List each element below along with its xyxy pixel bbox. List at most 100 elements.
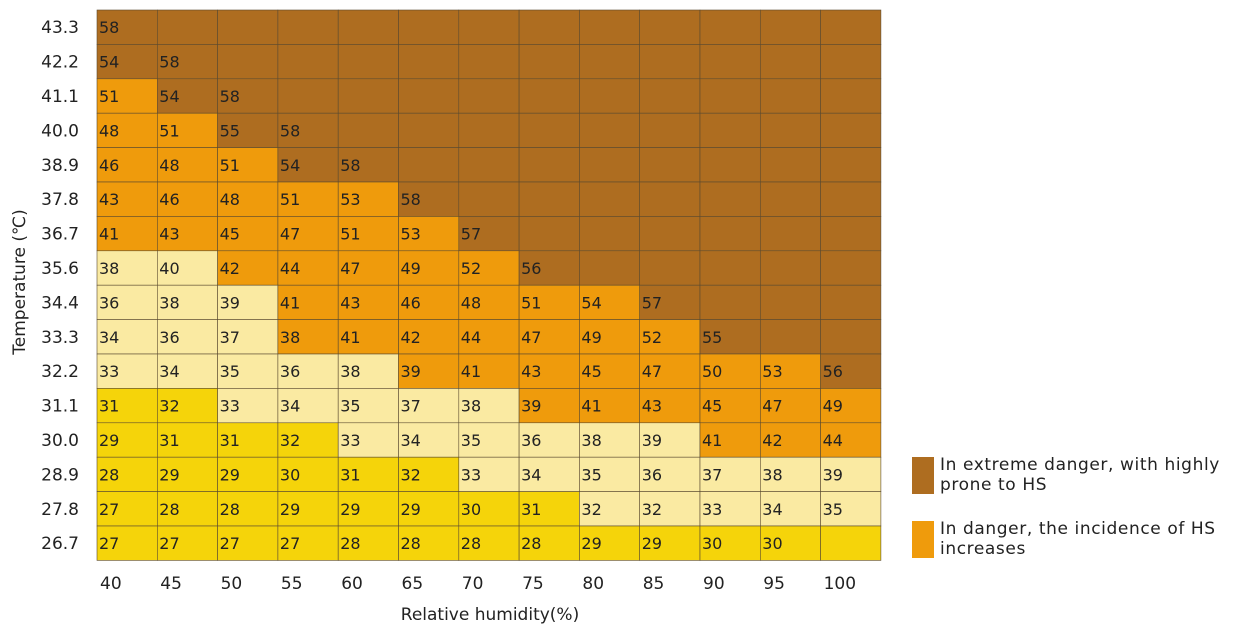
heatmap-cell [759,284,821,320]
x-tick-label: 55 [281,574,303,594]
cell-value-label: 58 [340,156,360,175]
cell-value-label: 41 [702,431,722,450]
heatmap-cell [579,181,641,217]
heatmap-cell [639,525,701,561]
heatmap-cell [157,353,218,389]
heatmap-cell [217,284,279,320]
heatmap-cell [820,525,882,561]
heatmap-cell [518,147,580,183]
x-tick-label: 65 [402,574,424,594]
cell-value-label: 54 [99,53,119,72]
cell-value-label: 28 [159,500,179,519]
heatmap-cell [699,44,761,80]
cell-value-label: 48 [99,121,119,140]
cell-value-label: 32 [280,431,300,450]
heatmap-cell [157,250,218,286]
heatmap-cell [639,491,701,527]
heatmap-cell [820,78,882,114]
cell-value-label: 53 [762,362,782,381]
heatmap-cell [820,9,882,45]
cell-value-label: 28 [220,500,240,519]
heatmap-cell [458,216,520,252]
cell-value-label: 47 [280,225,300,244]
cell-value-label: 43 [99,190,119,209]
heatmap-cell [217,319,279,355]
cell-value-label: 31 [220,431,240,450]
cell-value-label: 41 [581,397,601,416]
cell-value-label: 52 [461,259,481,278]
heatmap-cell [759,216,821,252]
legend-label-extreme-danger: In extreme danger, with highly prone to … [940,455,1220,495]
cell-value-label: 28 [401,534,421,553]
x-tick-label: 40 [100,574,122,594]
cell-value-label: 35 [220,362,240,381]
heatmap-cell [458,78,520,114]
heatmap-cell [699,78,761,114]
heatmap-cell [820,112,882,148]
cell-value-label: 36 [280,362,300,381]
heatmap-cell [398,147,460,183]
cell-value-label: 51 [340,225,360,244]
cell-value-label: 41 [280,293,300,312]
y-tick-label: 36.7 [41,225,79,245]
heatmap-cell [820,181,882,217]
heatmap-cell [398,456,460,492]
cell-value-label: 43 [642,397,662,416]
heatmap-cell [458,388,520,424]
cell-value-label: 29 [99,431,119,450]
heatmap-cell [518,388,580,424]
heatmap-cell [277,456,339,492]
cell-value-label: 49 [823,397,843,416]
cell-value-label: 39 [521,397,541,416]
heatmap-cell [579,44,641,80]
heatmap-cell [699,456,761,492]
heatmap-cell [458,250,520,286]
cell-value-label: 31 [340,465,360,484]
cell-value-label: 38 [581,431,601,450]
legend-item-extreme-danger: In extreme danger, with highly prone to … [912,455,1232,495]
cell-value-label: 31 [521,500,541,519]
cell-value-label: 35 [581,465,601,484]
cell-value-label: 41 [340,328,360,347]
heatmap-cell [639,422,701,458]
heatmap-cell [157,319,218,355]
heatmap-cell [277,353,339,389]
cell-value-label: 29 [220,465,240,484]
cell-value-label: 58 [99,18,119,37]
heatmap-cell [157,525,218,561]
heatmap-cell [820,216,882,252]
heatmap-cell [398,250,460,286]
x-axis-label: Relative humidity(%) [401,605,579,625]
legend-item-danger: In danger, the incidence of HS increases [912,519,1232,559]
cell-value-label: 33 [461,465,481,484]
cell-value-label: 30 [280,465,300,484]
heatmap-cell [96,525,158,561]
cell-value-label: 43 [340,293,360,312]
cell-value-label: 27 [280,534,300,553]
heatmap-cell [699,250,761,286]
heatmap-cell [157,181,218,217]
heatmap-cell [518,216,580,252]
heatmap-cell [820,456,882,492]
heatmap-cell [639,147,701,183]
heatmap-cell [277,422,339,458]
cell-value-label: 29 [280,500,300,519]
heatmap-cell [277,491,339,527]
cell-value-label: 28 [340,534,360,553]
heatmap-cell [639,44,701,80]
x-axis-ticks: 40 45 50 55 60 65 70 75 80 85 90 95 100 [100,574,856,594]
heatmap-cell [820,147,882,183]
heatmap-cell [820,250,882,286]
cell-value-label: 32 [581,500,601,519]
x-tick-label: 50 [221,574,243,594]
cell-value-label: 58 [220,87,240,106]
heatmap-cell [398,525,460,561]
heatmap-cell [579,250,641,286]
y-tick-label: 27.8 [41,500,79,520]
heatmap-cell [579,284,641,320]
cell-value-label: 45 [702,397,722,416]
heatmap-cell [639,181,701,217]
heatmap-cell [217,216,279,252]
cell-value-label: 47 [521,328,541,347]
heatmap-cell [639,112,701,148]
